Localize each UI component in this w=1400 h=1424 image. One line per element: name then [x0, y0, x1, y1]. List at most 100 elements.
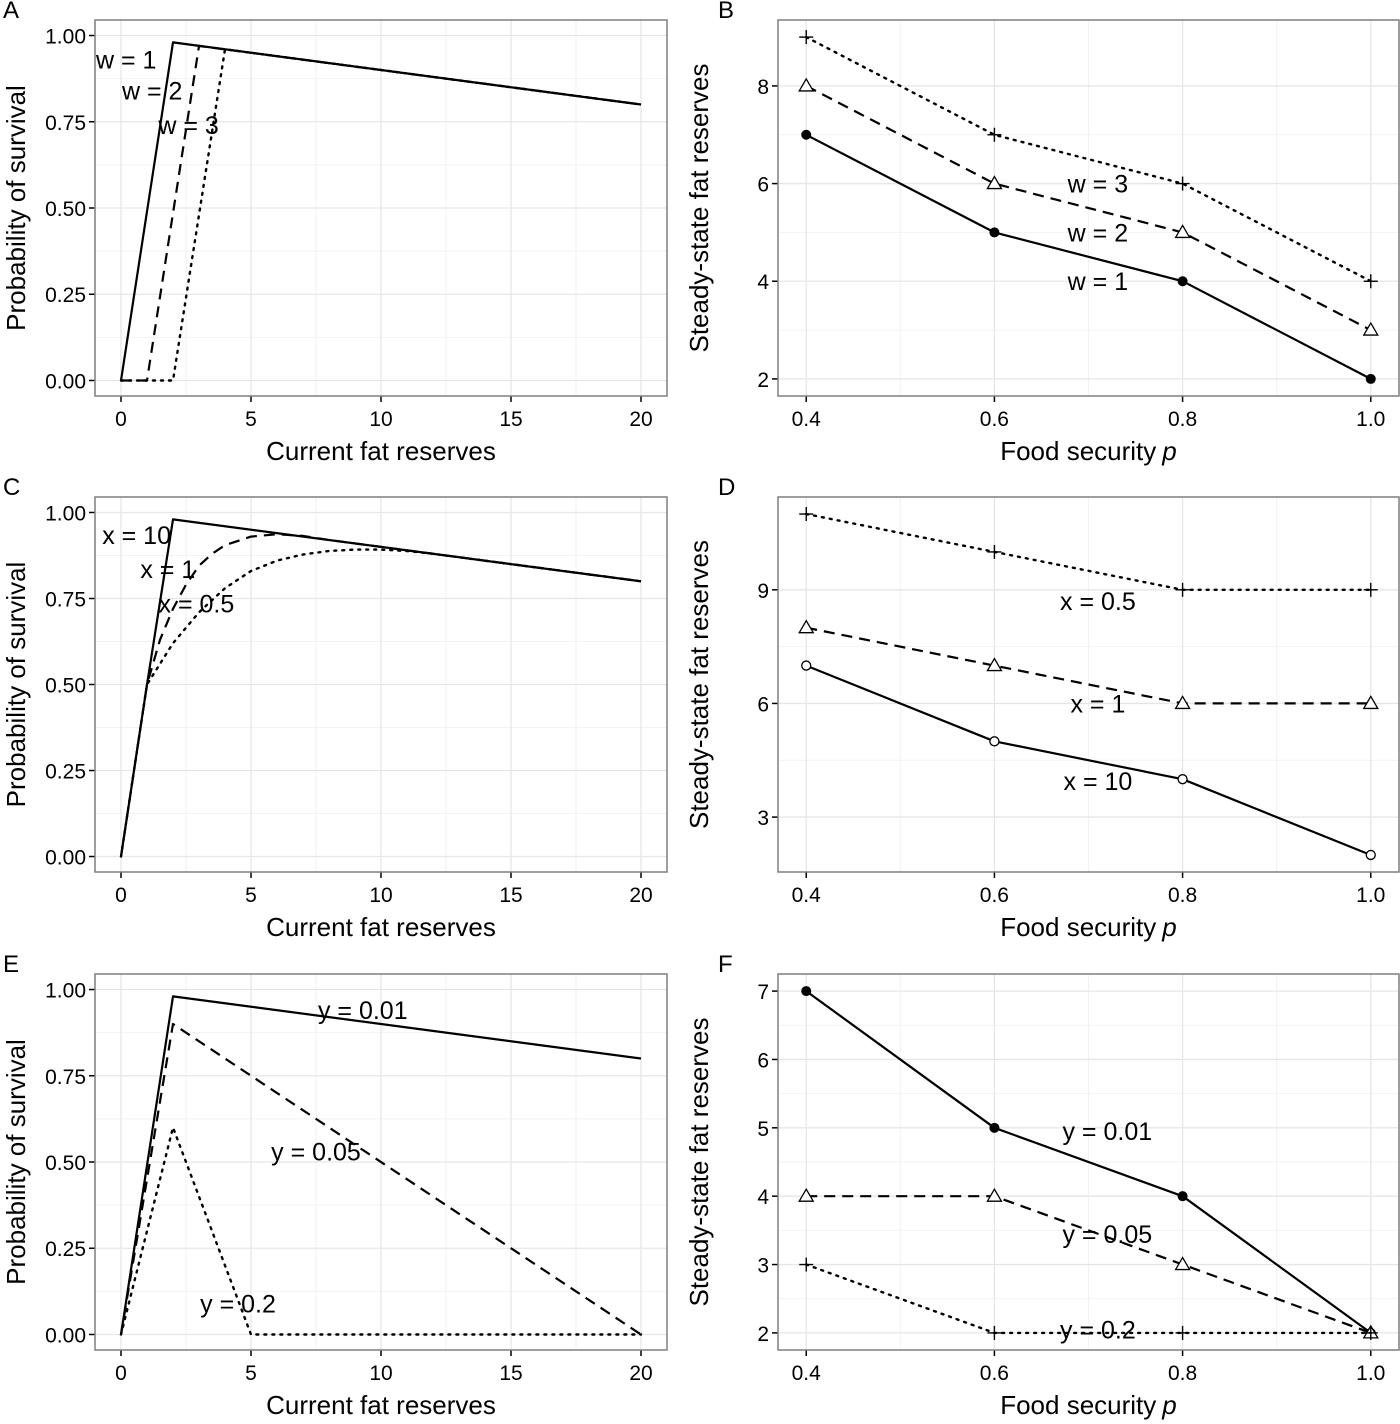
series-annotation: w = 1 — [95, 47, 156, 75]
y-axis-title: Probability of survival — [1, 562, 31, 808]
panel-letter: D — [718, 474, 735, 501]
x-tick-label: 10 — [369, 408, 392, 431]
panel-frame — [777, 973, 1400, 1351]
series-line-0 — [805, 664, 1372, 857]
x-tick-label: 5 — [245, 408, 257, 431]
y-tick-label: 3 — [757, 807, 769, 830]
series-annotation: y = 0.05 — [271, 1139, 361, 1167]
series-line-2 — [119, 548, 643, 858]
panel-b: B 0.4 0.6 0.8 1.0 2 4 6 8 Food security p Steady-st… — [684, 0, 1400, 466]
x-tick-label: 0.8 — [1168, 884, 1197, 907]
panel-e: E 0 5 10 15 20 0.00 0.25 0.50 0.75 1.00 Current fat… — [1, 951, 668, 1420]
x-tick-label: 15 — [499, 408, 522, 431]
data-point-filled-circle — [989, 227, 1000, 238]
x-axis-title: Food security p — [1000, 912, 1177, 942]
y-tick-label: 0.00 — [45, 847, 86, 870]
x-tick-label: 0.4 — [792, 884, 822, 907]
data-point-plus — [799, 507, 814, 522]
x-axis-title: Food security p — [1000, 436, 1177, 466]
data-point-open-triangle — [986, 1187, 1003, 1202]
data-point-open-circle — [801, 660, 812, 671]
x-tick-label: 20 — [629, 1362, 652, 1385]
series-line-2 — [805, 512, 1373, 591]
data-point-plus — [1363, 274, 1378, 289]
data-point-filled-circle — [1177, 276, 1188, 287]
x-tick-label: 15 — [499, 884, 522, 907]
series-annotation: y = 0.05 — [1062, 1221, 1152, 1249]
y-tick-label: 6 — [757, 693, 769, 716]
y-tick-label: 9 — [757, 580, 769, 603]
x-tick-label: 0 — [115, 1362, 127, 1385]
data-point-open-circle — [989, 736, 1000, 747]
x-tick-label: 0.8 — [1168, 1362, 1197, 1385]
x-tick-label: 0.6 — [980, 884, 1009, 907]
data-point-open-circle — [1365, 849, 1376, 861]
y-axis-title: Probability of survival — [1, 1039, 31, 1285]
y-tick-label: 0.50 — [45, 675, 86, 698]
panel-a: A 0 5 10 15 20 0.00 0.25 0.50 0.75 1.00 Current fat… — [1, 0, 668, 466]
x-tick-label: 0 — [115, 408, 127, 431]
series-line-2 — [119, 1126, 643, 1336]
x-tick-label: 10 — [369, 1362, 392, 1385]
series-annotation: w = 1 — [1067, 268, 1128, 296]
panel-letter: C — [3, 474, 20, 501]
series-line-0 — [119, 995, 642, 1335]
y-tick-label: 0.00 — [45, 1324, 86, 1347]
x-tick-label: 20 — [629, 408, 652, 431]
x-axis-title-italic: p — [1161, 436, 1176, 466]
y-tick-label: 0.50 — [45, 198, 86, 221]
series-annotation: w = 3 — [157, 112, 218, 140]
y-tick-label: 4 — [757, 1186, 769, 1209]
data-point-filled-circle — [801, 129, 812, 140]
x-tick-label: 5 — [245, 884, 257, 907]
y-tick-label: 7 — [757, 981, 769, 1004]
x-tick-label: 0.6 — [980, 408, 1009, 431]
series-annotation: w = 2 — [121, 78, 182, 106]
x-tick-label: 0.6 — [980, 1362, 1009, 1385]
y-tick-label: 6 — [757, 1049, 769, 1072]
series-annotation: x = 0.5 — [1060, 588, 1136, 616]
y-tick-label: 4 — [757, 271, 769, 294]
x-tick-label: 1.0 — [1356, 884, 1385, 907]
x-tick-label: 5 — [245, 1362, 257, 1385]
data-point-plus — [1363, 582, 1378, 597]
series-annotation: y = 0.01 — [318, 997, 408, 1025]
y-tick-label: 2 — [757, 369, 769, 392]
series-line-2 — [805, 1263, 1373, 1335]
y-axis-title: Probability of survival — [1, 85, 31, 331]
panel-frame — [94, 496, 668, 873]
y-tick-label: 6 — [757, 174, 769, 197]
series-annotation: w = 2 — [1067, 219, 1128, 247]
y-axis-title: Steady-state fat reserves — [684, 63, 714, 352]
data-point-plus — [1175, 582, 1190, 597]
data-point-plus — [799, 30, 814, 45]
data-point-filled-circle — [801, 986, 812, 997]
data-point-open-triangle — [1362, 695, 1379, 710]
series-annotation: x = 0.5 — [159, 591, 235, 619]
data-point-filled-circle — [989, 1122, 1000, 1133]
data-point-open-triangle — [986, 175, 1003, 190]
panel-frame — [94, 973, 668, 1351]
series-annotation: y = 0.2 — [200, 1290, 276, 1318]
series-annotation: x = 1 — [140, 556, 195, 584]
series-annotation: x = 1 — [1070, 690, 1125, 718]
x-tick-label: 0.4 — [792, 1362, 822, 1385]
panel-letter: B — [718, 0, 734, 24]
data-point-plus — [987, 544, 1002, 559]
data-point-open-triangle — [1174, 695, 1191, 710]
data-point-open-circle — [1177, 774, 1188, 785]
data-point-open-triangle — [1174, 224, 1191, 239]
data-point-open-triangle — [1174, 1256, 1191, 1271]
x-axis-title-italic: p — [1161, 1390, 1176, 1420]
x-tick-label: 20 — [629, 884, 652, 907]
series-annotation: x = 10 — [102, 522, 171, 550]
data-point-open-triangle — [986, 657, 1003, 672]
x-tick-label: 15 — [499, 1362, 522, 1385]
y-tick-label: 0.25 — [45, 761, 86, 784]
y-tick-label: 1.00 — [45, 980, 86, 1003]
x-axis-title: Food security p — [1000, 1390, 1177, 1420]
data-point-plus — [1175, 176, 1190, 191]
y-tick-label: 1.00 — [45, 26, 86, 49]
x-tick-label: 0.4 — [792, 408, 822, 431]
